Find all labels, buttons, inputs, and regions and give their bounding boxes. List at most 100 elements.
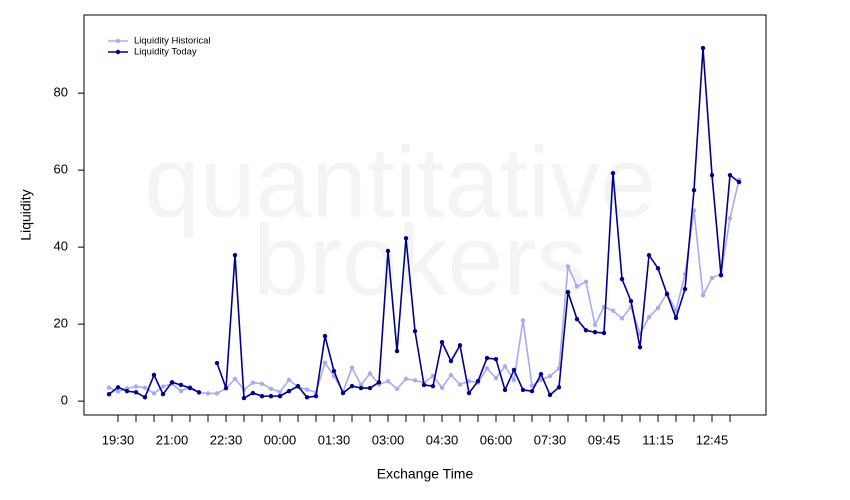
legend-marker [115, 49, 121, 55]
data-point [385, 248, 391, 254]
data-point [565, 289, 571, 295]
data-point [322, 360, 328, 365]
data-point [286, 377, 292, 383]
legend-label: Liquidity Historical [134, 36, 211, 47]
data-point [349, 365, 355, 370]
data-point [268, 393, 274, 399]
data-point [142, 395, 148, 400]
data-point [358, 385, 364, 391]
data-point [250, 390, 256, 396]
data-point [394, 348, 400, 354]
data-point [592, 330, 598, 335]
x-tick-label: 07:30 [534, 432, 567, 447]
data-point [484, 366, 490, 371]
data-point [502, 364, 508, 369]
data-point [610, 308, 616, 313]
data-point [727, 216, 733, 221]
data-point [592, 322, 598, 328]
data-point [457, 382, 463, 387]
data-point [178, 382, 184, 388]
data-point [736, 179, 742, 185]
data-point [232, 376, 238, 382]
plot-frame [83, 14, 767, 416]
data-point [493, 375, 499, 381]
data-point [673, 315, 679, 321]
data-point [709, 172, 715, 178]
data-point [475, 378, 481, 384]
data-point [187, 385, 193, 391]
data-point [547, 373, 553, 379]
data-point [529, 388, 535, 394]
data-point [124, 388, 130, 394]
data-point [106, 385, 112, 390]
data-point [340, 390, 346, 396]
data-point [727, 172, 733, 178]
data-point [520, 318, 526, 323]
y-tick-label: 60 [54, 162, 68, 177]
data-point [538, 371, 544, 377]
data-point [538, 377, 544, 383]
x-tick-label: 00:00 [264, 432, 297, 447]
data-point [511, 377, 517, 383]
data-point [664, 291, 670, 297]
y-tick-label: 0 [61, 393, 68, 408]
data-point [160, 384, 166, 389]
x-tick-label: 22:30 [210, 432, 243, 447]
data-point [493, 356, 499, 362]
data-point [214, 360, 220, 366]
data-point [484, 355, 490, 361]
data-point [574, 284, 580, 289]
x-tick-label: 19:30 [102, 432, 135, 447]
data-point [628, 298, 634, 304]
data-point [574, 316, 580, 322]
data-point [466, 378, 472, 384]
data-point [232, 253, 238, 258]
data-point [304, 395, 310, 400]
data-point [151, 372, 157, 378]
data-point [268, 386, 274, 392]
data-point [223, 385, 229, 391]
x-tick-label: 03:00 [372, 432, 405, 447]
data-point [601, 330, 607, 336]
data-point [358, 382, 364, 388]
x-tick-label: 01:30 [318, 432, 351, 447]
data-point [520, 387, 526, 393]
x-tick-label: 04:30 [426, 432, 459, 447]
y-tick-label: 80 [54, 85, 68, 100]
data-point [322, 333, 328, 339]
data-point [439, 385, 445, 390]
data-point [295, 383, 301, 389]
data-point [565, 264, 571, 269]
data-point [277, 393, 283, 399]
watermark: brokers [253, 204, 586, 316]
data-point [619, 316, 625, 321]
data-point [403, 376, 409, 382]
data-point [403, 236, 409, 241]
data-point [682, 286, 688, 292]
data-point [691, 187, 697, 193]
data-point [385, 378, 391, 384]
data-point [412, 328, 418, 334]
x-tick-label: 11:15 [642, 432, 674, 447]
data-point [241, 395, 247, 401]
data-point [196, 390, 202, 395]
y-tick-label: 40 [54, 239, 68, 254]
data-point [448, 372, 454, 378]
data-point [142, 385, 148, 390]
data-point [700, 45, 706, 51]
data-point [709, 275, 715, 281]
data-point [367, 385, 373, 391]
data-point [286, 388, 292, 394]
data-point [313, 393, 319, 399]
data-point [376, 380, 382, 385]
data-point [502, 387, 508, 393]
data-point [430, 383, 436, 389]
data-point [466, 390, 472, 396]
data-point [529, 383, 535, 388]
data-point [115, 389, 121, 394]
data-point [610, 171, 616, 176]
data-point [205, 391, 211, 396]
data-point [718, 273, 724, 278]
data-point [304, 387, 310, 392]
data-point [106, 392, 112, 397]
